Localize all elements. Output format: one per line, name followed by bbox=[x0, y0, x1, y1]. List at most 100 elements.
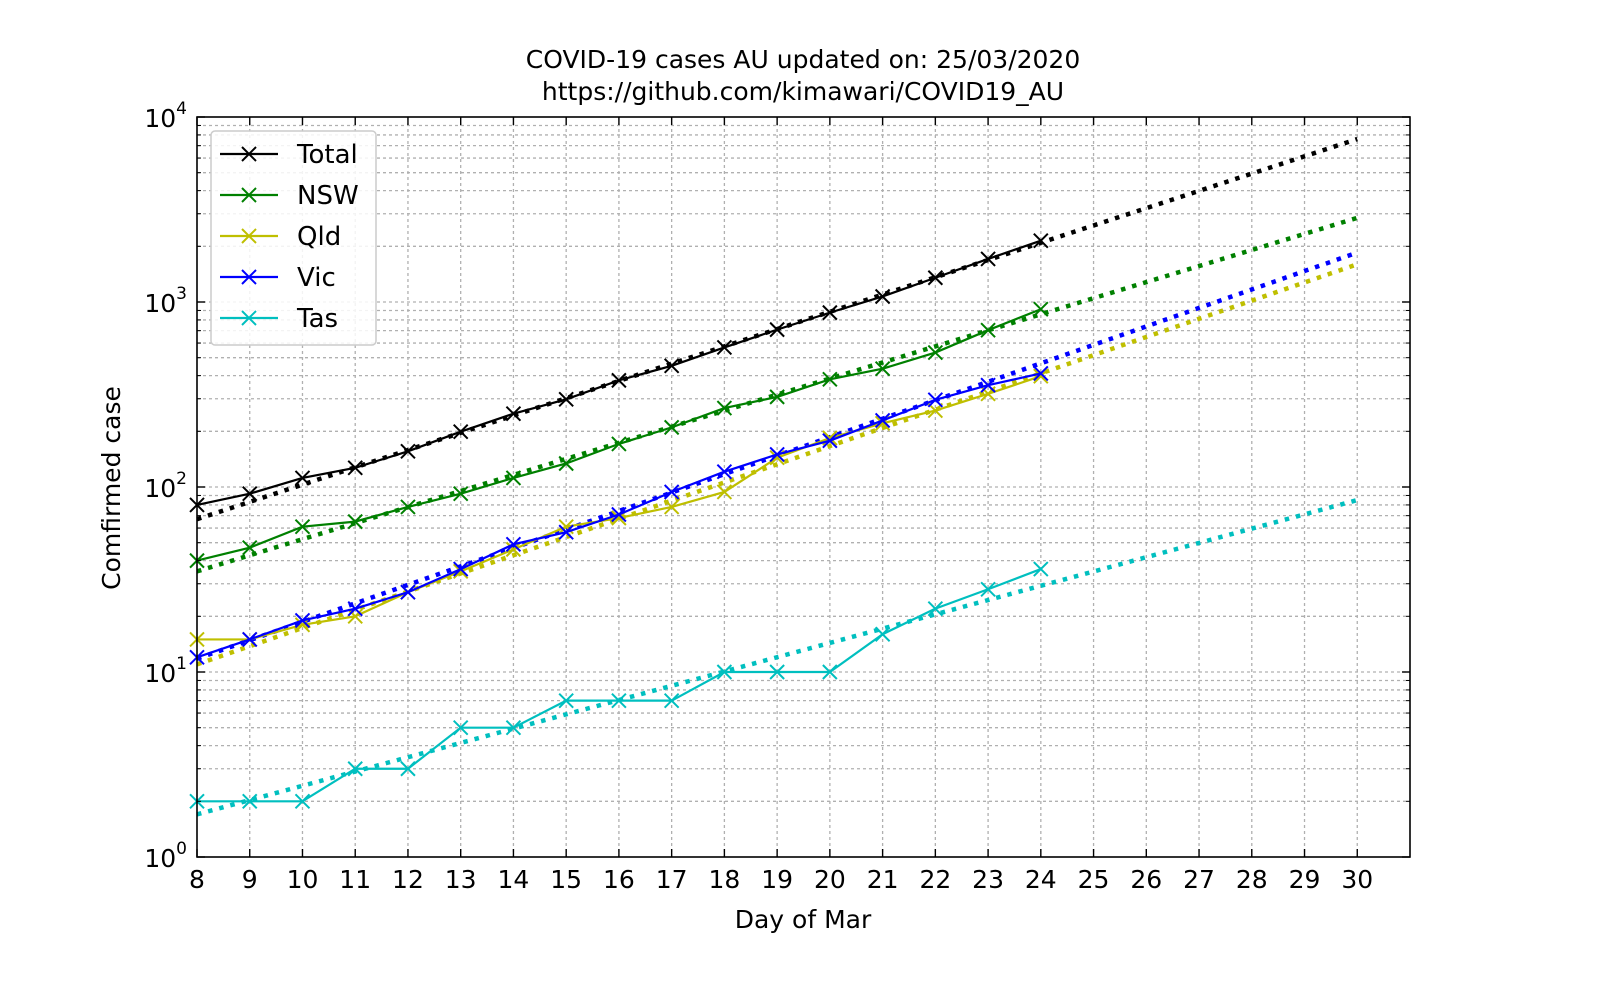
data-point-tas bbox=[1033, 561, 1049, 577]
data-point-total bbox=[558, 391, 574, 407]
data-point-vic bbox=[980, 377, 996, 393]
x-tick-label: 18 bbox=[708, 865, 740, 894]
data-point-total bbox=[505, 405, 522, 422]
x-tick-label: 10 bbox=[287, 865, 319, 894]
x-tick-label: 11 bbox=[339, 865, 371, 894]
data-point-total bbox=[663, 358, 680, 374]
data-point-total bbox=[452, 424, 469, 440]
trend-line-vic bbox=[196, 250, 1359, 661]
x-tick-label: 8 bbox=[189, 865, 205, 894]
data-point-tas bbox=[874, 626, 891, 642]
y-tick-label: 104 bbox=[144, 99, 187, 133]
x-tick-label: 9 bbox=[242, 865, 258, 894]
data-point-total bbox=[294, 470, 311, 486]
data-point-total bbox=[1033, 232, 1049, 249]
data-point-vic bbox=[822, 432, 838, 449]
data-point-nsw bbox=[874, 360, 891, 377]
x-tick-label: 27 bbox=[1183, 865, 1215, 894]
data-point-nsw bbox=[716, 400, 733, 416]
data-point-qld bbox=[716, 484, 733, 500]
data-point-tas bbox=[347, 761, 363, 777]
data-point-tas bbox=[452, 719, 469, 736]
data-point-total bbox=[874, 288, 891, 305]
data-point-tas bbox=[400, 761, 416, 777]
x-tick-label: 24 bbox=[1025, 865, 1057, 894]
x-tick-label: 20 bbox=[814, 865, 846, 894]
data-point-vic bbox=[558, 524, 574, 540]
data-point-vic bbox=[927, 392, 944, 408]
data-point-tas bbox=[716, 664, 733, 680]
x-tick-label: 16 bbox=[603, 865, 635, 894]
series-lines bbox=[189, 232, 1049, 810]
legend-marker-total bbox=[241, 146, 257, 162]
data-point-tas bbox=[505, 719, 522, 736]
y-tick-label: 103 bbox=[144, 284, 187, 318]
legend-box bbox=[210, 130, 377, 346]
x-axis-ticks: 8 9 10 11 12 13 14 15 16 17 18 19 20 21 22 23 24 25 26 27 28… bbox=[189, 117, 1373, 894]
data-point-nsw bbox=[400, 499, 416, 515]
data-point-nsw bbox=[294, 519, 311, 535]
data-point-nsw bbox=[769, 389, 785, 405]
data-point-total bbox=[716, 339, 733, 356]
data-point-total bbox=[927, 270, 944, 286]
x-tick-label: 19 bbox=[761, 865, 793, 894]
data-point-vic bbox=[769, 446, 785, 463]
x-tick-label: 23 bbox=[972, 865, 1004, 894]
legend-marker-qld bbox=[241, 228, 257, 244]
data-point-nsw bbox=[1033, 301, 1049, 317]
data-point-tas bbox=[980, 581, 996, 597]
legend-label-vic: Vic bbox=[297, 263, 336, 293]
x-tick-label: 29 bbox=[1289, 865, 1321, 894]
data-point-total bbox=[769, 321, 785, 338]
data-point-vic bbox=[874, 412, 891, 429]
data-point-vic bbox=[716, 463, 733, 480]
data-point-total bbox=[400, 443, 416, 459]
x-tick-label: 28 bbox=[1236, 865, 1268, 894]
data-point-vic bbox=[452, 561, 469, 577]
data-point-tas bbox=[611, 692, 627, 709]
x-tick-label: 25 bbox=[1078, 865, 1110, 894]
data-point-nsw bbox=[980, 322, 996, 338]
data-point-nsw bbox=[347, 513, 363, 530]
data-point-tas bbox=[822, 664, 838, 680]
y-tick-label: 101 bbox=[144, 654, 187, 688]
data-point-tas bbox=[927, 600, 944, 617]
data-point-vic bbox=[347, 600, 363, 617]
data-point-qld bbox=[347, 608, 363, 625]
legend-label-nsw: NSW bbox=[297, 181, 359, 211]
data-point-tas bbox=[663, 692, 680, 709]
legend-marker-vic bbox=[241, 269, 257, 285]
chart-title: COVID-19 cases AU updated on: 25/03/2020 bbox=[526, 45, 1081, 74]
x-tick-label: 26 bbox=[1130, 865, 1162, 894]
x-tick-label: 12 bbox=[392, 865, 424, 894]
data-point-vic bbox=[400, 584, 416, 600]
y-axis-ticks: 100 101 102 103 104 bbox=[144, 99, 1410, 873]
data-point-nsw bbox=[822, 371, 838, 388]
y-tick-label: 102 bbox=[144, 469, 187, 503]
legend-label-total: Total bbox=[296, 140, 358, 170]
data-point-nsw bbox=[452, 485, 469, 502]
chart-subtitle: https://github.com/kimawari/COVID19_AU bbox=[542, 77, 1064, 106]
data-point-total bbox=[980, 251, 996, 267]
data-point-qld bbox=[663, 499, 680, 515]
legend-marker-tas bbox=[241, 310, 257, 326]
x-tick-label: 22 bbox=[919, 865, 951, 894]
legend: Total NSW Qld Vic Tas bbox=[210, 130, 377, 346]
data-point-qld bbox=[1033, 368, 1049, 384]
legend-label-qld: Qld bbox=[297, 222, 341, 252]
data-point-qld bbox=[505, 541, 522, 558]
grid bbox=[197, 117, 1410, 857]
y-tick-label: 100 bbox=[144, 839, 187, 873]
data-point-nsw bbox=[663, 419, 680, 436]
data-point-vic bbox=[242, 631, 258, 648]
data-point-nsw bbox=[242, 539, 258, 556]
data-point-total bbox=[347, 460, 363, 476]
data-point-tas bbox=[242, 793, 258, 810]
data-point-total bbox=[611, 372, 627, 389]
x-tick-label: 14 bbox=[498, 865, 530, 894]
x-tick-label: 13 bbox=[445, 865, 477, 894]
data-point-tas bbox=[294, 793, 311, 810]
data-point-vic bbox=[611, 506, 627, 523]
data-point-vic bbox=[505, 536, 522, 553]
